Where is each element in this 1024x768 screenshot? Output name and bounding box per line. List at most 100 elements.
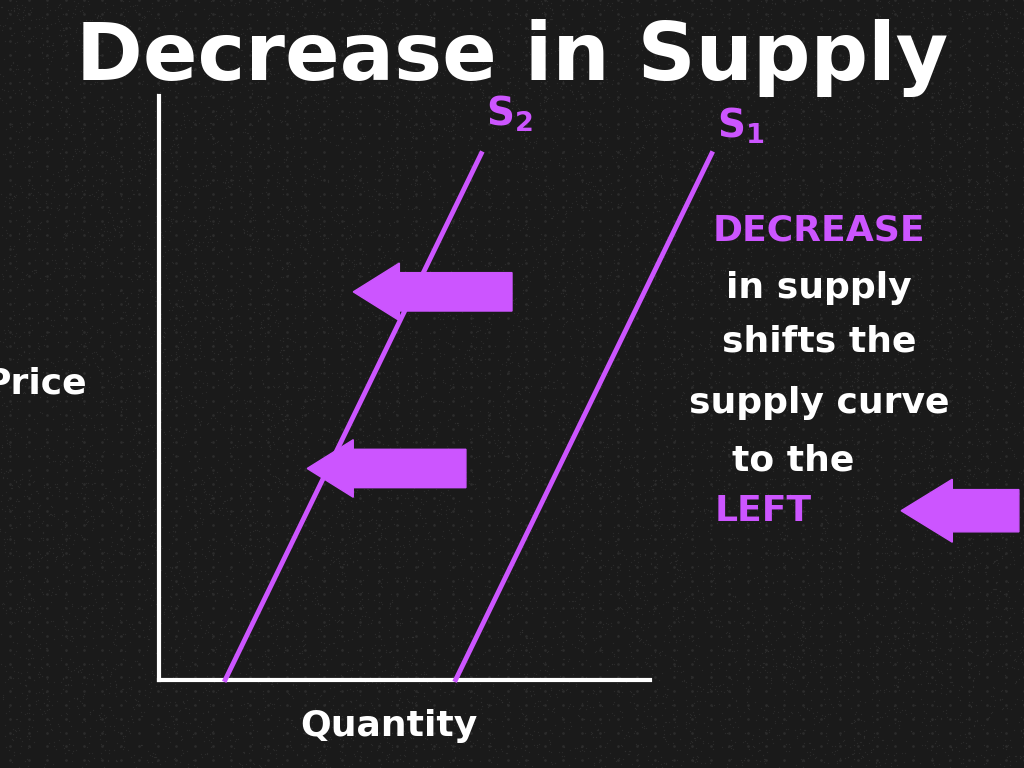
- Point: [84, 604, 100, 617]
- Point: [243, 270, 259, 283]
- Point: [729, 531, 745, 544]
- Point: [132, 22, 148, 34]
- Point: [31, 247, 47, 259]
- Point: [164, 353, 180, 366]
- Point: [113, 609, 129, 621]
- Point: [8, 2, 25, 15]
- Point: [396, 749, 413, 761]
- Point: [52, 379, 69, 391]
- Point: [638, 211, 654, 223]
- Point: [321, 715, 337, 727]
- Point: [94, 303, 111, 315]
- Point: [103, 569, 120, 581]
- Point: [804, 455, 820, 468]
- Point: [115, 149, 131, 161]
- Point: [482, 713, 499, 725]
- Point: [449, 416, 465, 429]
- Point: [177, 426, 194, 439]
- Point: [841, 607, 857, 619]
- Point: [159, 54, 175, 66]
- Point: [753, 346, 769, 359]
- Point: [200, 541, 216, 553]
- Point: [609, 538, 626, 551]
- Point: [402, 732, 419, 744]
- Point: [158, 697, 174, 710]
- Point: [50, 733, 67, 746]
- Point: [639, 466, 655, 478]
- Point: [543, 756, 559, 768]
- Point: [622, 462, 638, 474]
- Point: [315, 124, 332, 136]
- Point: [476, 258, 493, 270]
- Point: [417, 460, 433, 472]
- Point: [394, 696, 411, 708]
- Point: [605, 551, 622, 563]
- Point: [729, 96, 745, 108]
- Point: [347, 750, 364, 762]
- Point: [151, 422, 167, 435]
- Point: [761, 44, 777, 56]
- Point: [32, 637, 48, 650]
- Point: [333, 466, 349, 478]
- Point: [670, 266, 686, 279]
- Point: [477, 188, 494, 200]
- Point: [95, 738, 112, 750]
- Point: [564, 302, 581, 314]
- Point: [984, 384, 1000, 396]
- Point: [140, 509, 157, 521]
- Point: [1002, 740, 1019, 753]
- Point: [36, 204, 52, 217]
- Point: [890, 622, 906, 634]
- Point: [805, 748, 821, 760]
- Point: [174, 78, 190, 91]
- Point: [261, 126, 278, 138]
- Point: [163, 642, 179, 654]
- Point: [374, 340, 390, 353]
- Point: [337, 253, 353, 265]
- Point: [850, 85, 866, 98]
- Point: [803, 656, 819, 668]
- Point: [596, 24, 612, 36]
- Point: [386, 272, 402, 284]
- Point: [784, 280, 801, 293]
- Point: [96, 505, 113, 518]
- Point: [632, 144, 648, 156]
- Point: [19, 141, 36, 154]
- Point: [793, 300, 809, 312]
- Point: [515, 273, 531, 285]
- Point: [568, 104, 585, 117]
- Point: [465, 737, 481, 749]
- Point: [128, 252, 144, 264]
- Point: [868, 756, 885, 768]
- Point: [484, 690, 501, 703]
- Point: [749, 6, 765, 18]
- Point: [864, 443, 881, 455]
- Point: [653, 460, 670, 472]
- Point: [216, 61, 232, 74]
- Point: [910, 162, 927, 174]
- Point: [252, 607, 268, 619]
- Point: [948, 92, 965, 104]
- Point: [910, 372, 927, 385]
- Point: [950, 170, 967, 182]
- Point: [734, 413, 751, 425]
- Point: [753, 263, 769, 275]
- Point: [866, 485, 883, 498]
- Point: [347, 545, 364, 557]
- Point: [756, 134, 772, 147]
- Point: [741, 574, 758, 586]
- Point: [743, 376, 760, 389]
- Point: [335, 167, 351, 180]
- Point: [759, 104, 775, 117]
- Point: [429, 291, 445, 303]
- Point: [881, 386, 897, 398]
- Point: [604, 658, 621, 670]
- Point: [461, 540, 477, 552]
- Point: [112, 644, 128, 657]
- Point: [989, 594, 1006, 606]
- Point: [16, 578, 33, 591]
- Point: [136, 12, 153, 25]
- Point: [912, 694, 929, 706]
- Point: [733, 263, 750, 275]
- Point: [710, 111, 726, 124]
